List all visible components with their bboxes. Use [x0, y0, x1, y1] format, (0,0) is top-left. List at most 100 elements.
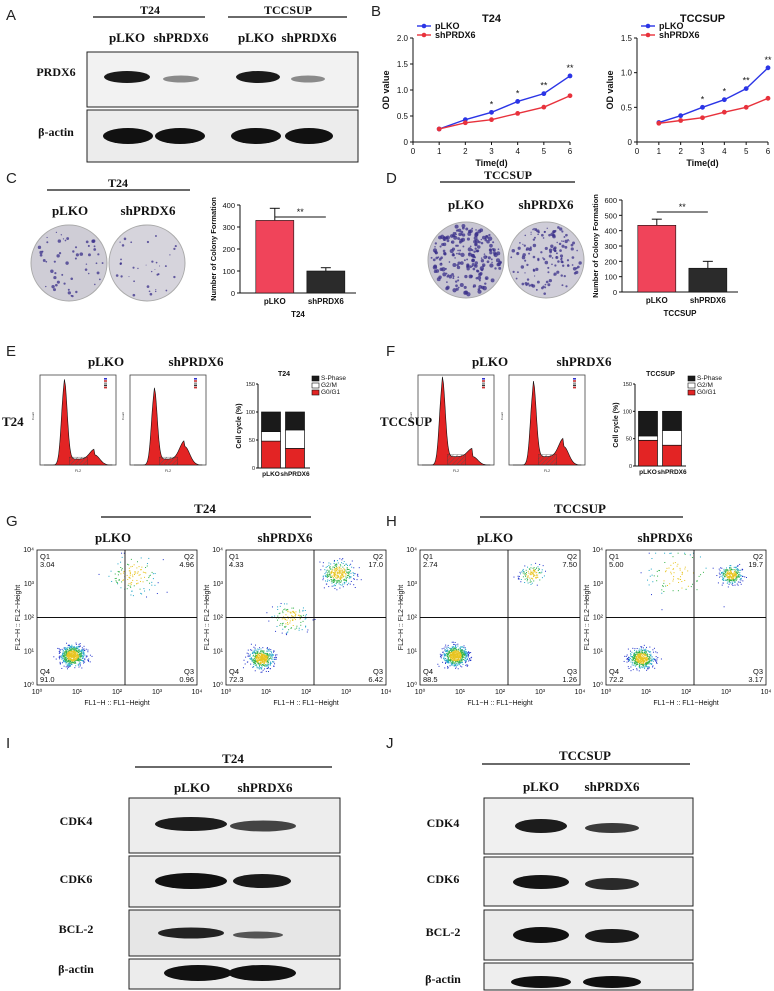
y-tick-label: 100 [604, 273, 617, 282]
event [273, 651, 275, 653]
event [283, 609, 285, 611]
event [253, 663, 255, 665]
event [68, 654, 70, 656]
colony [521, 282, 525, 286]
event [443, 655, 445, 657]
event [699, 556, 701, 558]
event [445, 653, 447, 655]
x-tick-label: 10⁰ [601, 688, 612, 696]
panel-a-western-blot: T24 TCCSUP pLKO shPRDX6 pLKO shPRDX6 PRD… [36, 3, 359, 163]
event [136, 567, 138, 569]
event [722, 571, 724, 573]
event [734, 581, 736, 583]
event [340, 577, 342, 579]
event [340, 572, 342, 574]
colony [533, 236, 536, 239]
event [641, 666, 643, 668]
event [66, 661, 68, 663]
panel-g-label-shprdx6: shPRDX6 [258, 530, 313, 545]
event [444, 658, 446, 660]
quadrant-percentage: 72.3 [229, 675, 244, 684]
event [453, 647, 455, 649]
panel-a-group-t24: T24 [140, 3, 160, 17]
legend-label: S-Phase [321, 375, 346, 382]
band [233, 874, 291, 888]
event [74, 649, 76, 651]
event [350, 577, 352, 579]
event [630, 656, 632, 658]
event [453, 643, 455, 645]
event [526, 580, 528, 582]
event [337, 562, 339, 564]
event [461, 657, 463, 659]
event [661, 592, 663, 594]
event [642, 649, 644, 651]
colony [454, 224, 459, 229]
event [74, 661, 76, 663]
quadrant-percentage: 7.50 [562, 560, 577, 569]
event [630, 659, 632, 661]
event [61, 656, 63, 658]
event [80, 650, 82, 652]
event [640, 659, 642, 661]
event [533, 574, 535, 576]
significance-mark: ** [540, 81, 548, 91]
x-tick-label: 3 [700, 147, 705, 156]
event [643, 658, 645, 660]
event [342, 572, 344, 574]
event [637, 651, 639, 653]
quadrant-name: Q4 [423, 667, 433, 676]
event [449, 654, 451, 656]
event [328, 569, 330, 571]
event [343, 568, 345, 570]
event [441, 648, 443, 650]
event [264, 665, 266, 667]
event [285, 614, 287, 616]
event [345, 563, 347, 565]
y-axis-label: Cell cycle (%) [236, 403, 243, 448]
event [459, 661, 461, 663]
event [73, 650, 75, 652]
event [67, 661, 69, 663]
event [646, 656, 648, 658]
event [257, 662, 259, 664]
event [80, 654, 82, 656]
flow-scatter-plots: Q13.04Q24.96Q30.96Q491.010⁰10⁰10¹10¹10²1… [15, 547, 771, 707]
event [652, 658, 654, 660]
event [340, 576, 342, 578]
legend-swatch [194, 378, 197, 380]
event [529, 573, 531, 575]
event [636, 669, 638, 671]
colony [462, 245, 465, 248]
event [273, 661, 275, 663]
event [734, 575, 736, 577]
event [679, 576, 681, 578]
colony [561, 240, 563, 242]
event [450, 648, 452, 650]
histogram-y-label: Count [500, 412, 504, 420]
event [740, 577, 742, 579]
event [726, 582, 728, 584]
event [78, 649, 80, 651]
event [336, 575, 338, 577]
event [257, 650, 259, 652]
event [465, 654, 467, 656]
event [331, 585, 333, 587]
legend-swatch [104, 384, 107, 387]
event [78, 666, 80, 668]
event [451, 641, 453, 643]
event [70, 665, 72, 667]
event [643, 657, 645, 659]
event [454, 662, 456, 664]
event [643, 644, 645, 646]
event [725, 574, 727, 576]
event [257, 667, 259, 669]
colony [547, 271, 550, 274]
event [721, 574, 723, 576]
event [129, 576, 131, 578]
event [456, 656, 458, 658]
event [443, 653, 445, 655]
event [267, 649, 269, 651]
event [337, 572, 339, 574]
histogram-x-label: FL2 [453, 469, 459, 473]
